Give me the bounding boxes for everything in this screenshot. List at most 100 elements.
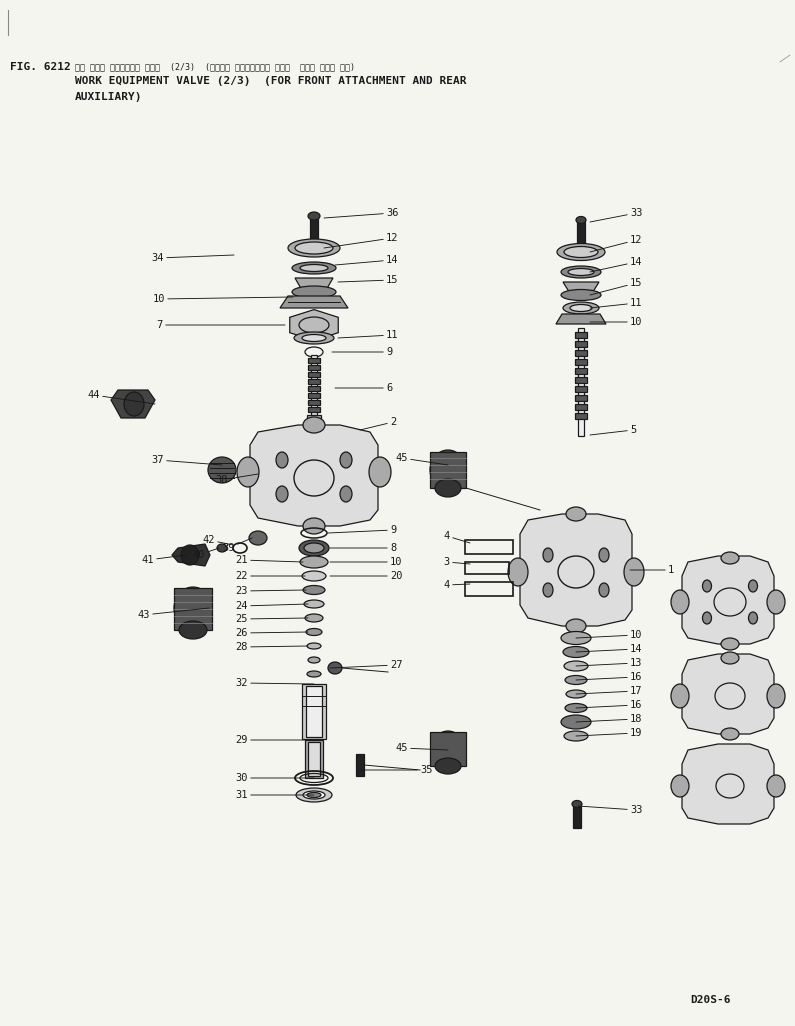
Ellipse shape — [557, 243, 605, 261]
Bar — [575, 332, 587, 338]
Text: 14: 14 — [590, 256, 642, 272]
Text: 28: 28 — [235, 642, 308, 652]
Ellipse shape — [276, 486, 288, 502]
Text: 45: 45 — [395, 743, 448, 753]
Polygon shape — [682, 744, 774, 824]
Ellipse shape — [340, 486, 352, 502]
Bar — [356, 754, 364, 776]
Ellipse shape — [249, 531, 267, 545]
Ellipse shape — [566, 619, 586, 633]
Text: 15: 15 — [338, 275, 398, 285]
Ellipse shape — [599, 548, 609, 562]
Bar — [575, 377, 587, 383]
Ellipse shape — [304, 543, 324, 553]
Ellipse shape — [430, 450, 466, 490]
Text: AUXILIARY): AUXILIARY) — [75, 92, 142, 102]
Text: 39: 39 — [223, 538, 252, 553]
Bar — [575, 395, 587, 401]
Bar — [430, 732, 466, 766]
Text: 2: 2 — [360, 417, 396, 430]
Text: 10: 10 — [590, 317, 642, 327]
Ellipse shape — [564, 661, 588, 671]
Ellipse shape — [288, 239, 340, 256]
Text: 8: 8 — [330, 543, 396, 553]
Text: 20: 20 — [330, 571, 402, 581]
Ellipse shape — [564, 246, 598, 258]
Text: 40: 40 — [192, 548, 219, 560]
Bar — [575, 359, 587, 365]
Ellipse shape — [303, 586, 325, 594]
Text: 41: 41 — [142, 555, 186, 565]
Text: 24: 24 — [235, 601, 308, 611]
Text: D20S-6: D20S-6 — [690, 995, 731, 1005]
Ellipse shape — [671, 775, 689, 797]
Text: 11: 11 — [590, 298, 642, 308]
Bar — [465, 562, 509, 574]
Bar — [430, 452, 466, 488]
Ellipse shape — [561, 631, 591, 644]
Bar — [306, 686, 322, 737]
Ellipse shape — [308, 657, 320, 663]
Ellipse shape — [576, 216, 586, 224]
Ellipse shape — [435, 758, 461, 774]
Bar — [308, 386, 320, 391]
Ellipse shape — [543, 583, 553, 597]
Bar — [465, 540, 513, 554]
Bar — [308, 407, 320, 412]
Text: 34: 34 — [152, 253, 234, 263]
Bar — [311, 355, 317, 415]
Ellipse shape — [721, 652, 739, 664]
Ellipse shape — [563, 302, 599, 314]
Text: 7: 7 — [157, 320, 285, 330]
Ellipse shape — [624, 558, 644, 586]
Ellipse shape — [671, 684, 689, 708]
Ellipse shape — [307, 643, 321, 649]
Ellipse shape — [300, 556, 328, 568]
Text: 25: 25 — [235, 614, 308, 624]
Text: 10: 10 — [576, 630, 642, 640]
Bar — [308, 393, 320, 398]
Text: 23: 23 — [235, 586, 306, 596]
Ellipse shape — [767, 775, 785, 797]
Text: 9: 9 — [332, 347, 392, 357]
Ellipse shape — [308, 212, 320, 220]
Bar — [308, 372, 320, 377]
Text: 33: 33 — [590, 208, 642, 222]
Ellipse shape — [307, 671, 321, 677]
Bar — [578, 328, 584, 436]
Ellipse shape — [305, 614, 323, 622]
Ellipse shape — [292, 262, 336, 274]
Ellipse shape — [340, 452, 352, 468]
Text: 27: 27 — [330, 660, 402, 670]
Ellipse shape — [543, 548, 553, 562]
Text: 14: 14 — [335, 255, 398, 265]
Ellipse shape — [561, 715, 591, 729]
Polygon shape — [520, 514, 632, 626]
Ellipse shape — [721, 552, 739, 564]
Ellipse shape — [566, 507, 586, 521]
Polygon shape — [682, 654, 774, 734]
Bar — [308, 365, 320, 370]
Ellipse shape — [302, 334, 326, 342]
Bar — [577, 222, 585, 247]
Polygon shape — [111, 390, 155, 418]
Text: 6: 6 — [335, 383, 392, 393]
Ellipse shape — [303, 417, 325, 433]
Text: 1: 1 — [630, 565, 674, 575]
Text: 21: 21 — [235, 555, 303, 565]
Ellipse shape — [566, 690, 586, 698]
Ellipse shape — [561, 289, 601, 301]
Text: 26: 26 — [235, 628, 308, 638]
Ellipse shape — [276, 452, 288, 468]
Ellipse shape — [302, 571, 326, 581]
Text: 45: 45 — [395, 453, 448, 465]
Ellipse shape — [303, 791, 325, 799]
Bar — [575, 341, 587, 347]
Text: 5: 5 — [590, 425, 636, 435]
Ellipse shape — [181, 545, 199, 565]
Bar — [310, 218, 318, 246]
Text: 15: 15 — [590, 278, 642, 295]
Bar — [308, 742, 320, 776]
Ellipse shape — [124, 392, 144, 416]
Text: 16: 16 — [576, 700, 642, 710]
